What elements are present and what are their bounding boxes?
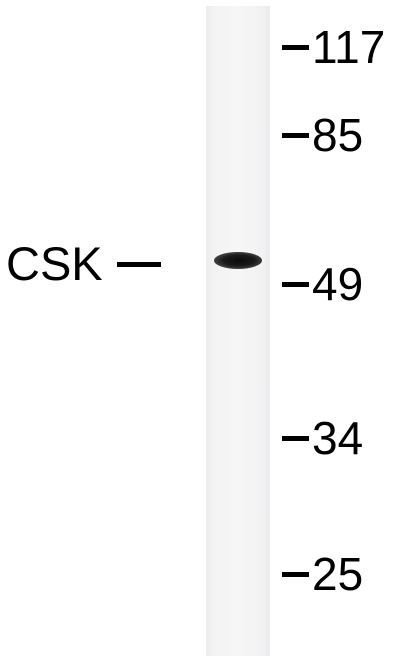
marker-label: 117: [312, 21, 386, 73]
marker-label: 25: [312, 548, 364, 600]
marker-label: 34: [312, 412, 364, 464]
marker-117: 117: [282, 22, 385, 72]
marker-tick: [282, 435, 309, 441]
marker-tick: [282, 571, 309, 577]
protein-label: CSK: [6, 238, 161, 290]
marker-49: 49: [282, 259, 363, 309]
marker-tick: [282, 44, 309, 50]
marker-34: 34: [282, 413, 363, 463]
marker-tick: [282, 281, 309, 287]
protein-band: [214, 252, 262, 269]
protein-label-pointer: [116, 261, 161, 267]
blot-lane: [206, 6, 270, 656]
protein-label-text: CSK: [6, 237, 103, 290]
marker-25: 25: [282, 549, 363, 599]
marker-label: 85: [312, 109, 364, 161]
marker-label: 49: [312, 258, 364, 310]
marker-85: 85: [282, 110, 363, 160]
marker-tick: [282, 132, 309, 138]
